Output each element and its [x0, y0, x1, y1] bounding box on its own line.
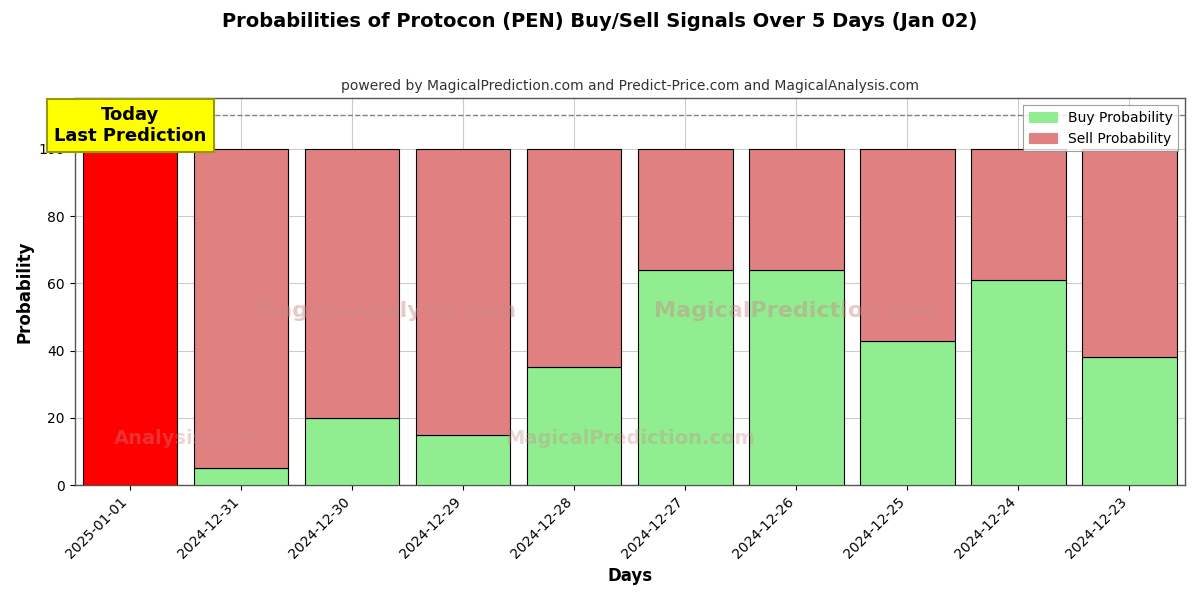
- Bar: [305, 149, 400, 418]
- Bar: [971, 149, 1066, 280]
- Bar: [527, 149, 622, 367]
- Y-axis label: Probability: Probability: [16, 241, 34, 343]
- Bar: [860, 149, 955, 341]
- Bar: [527, 367, 622, 485]
- Text: Analysis.com: Analysis.com: [114, 430, 258, 448]
- Bar: [749, 270, 844, 485]
- Bar: [416, 435, 510, 485]
- Text: Probabilities of Protocon (PEN) Buy/Sell Signals Over 5 Days (Jan 02): Probabilities of Protocon (PEN) Buy/Sell…: [222, 12, 978, 31]
- Bar: [1082, 149, 1177, 358]
- X-axis label: Days: Days: [607, 567, 653, 585]
- Bar: [860, 341, 955, 485]
- Bar: [305, 418, 400, 485]
- Text: MagicalPrediction.com: MagicalPrediction.com: [505, 430, 755, 448]
- Bar: [638, 270, 732, 485]
- Bar: [416, 149, 510, 435]
- Text: Today
Last Prediction: Today Last Prediction: [54, 106, 206, 145]
- Bar: [971, 280, 1066, 485]
- Bar: [749, 149, 844, 270]
- Bar: [638, 149, 732, 270]
- Bar: [194, 469, 288, 485]
- Text: MagicalPrediction.com: MagicalPrediction.com: [654, 301, 940, 321]
- Legend: Buy Probability, Sell Probability: Buy Probability, Sell Probability: [1024, 105, 1178, 151]
- Bar: [194, 149, 288, 469]
- Text: MagicalAnalysis.com: MagicalAnalysis.com: [254, 301, 516, 321]
- Bar: [83, 149, 178, 485]
- Title: powered by MagicalPrediction.com and Predict-Price.com and MagicalAnalysis.com: powered by MagicalPrediction.com and Pre…: [341, 79, 919, 93]
- Bar: [1082, 358, 1177, 485]
